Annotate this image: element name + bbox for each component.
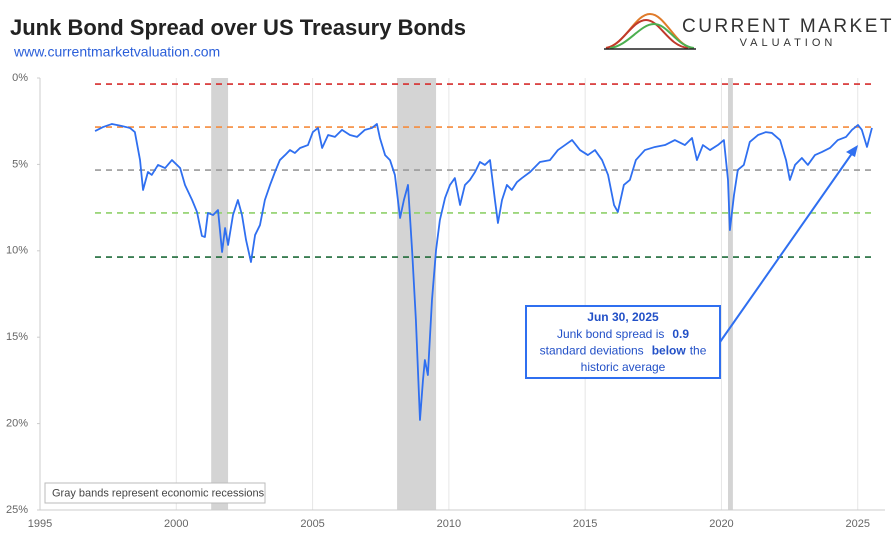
- arrow-head: [846, 145, 858, 157]
- y-tick-label: 5%: [12, 158, 28, 170]
- logo: CURRENT MARKET VALUATION: [604, 12, 894, 50]
- y-tick-label: 20%: [6, 418, 28, 430]
- annotation-title: Jun 30, 2025: [587, 310, 659, 324]
- x-tick-label: 2000: [164, 518, 188, 530]
- note-box: [44, 482, 266, 504]
- chart-title: Junk Bond Spread over US Treasury Bonds: [10, 15, 466, 40]
- annotation-text: Junk bond spread is 0.9: [557, 327, 689, 341]
- annotation-segment: 0.9: [672, 327, 689, 341]
- plot-area: 1995 2000 2005 2010 2015 2020 2025 0% 5% 10% 15% 20…: [6, 72, 885, 530]
- recession-band: [727, 78, 733, 510]
- annotation-arrow: [719, 151, 854, 343]
- annotation-text: standard deviations below the: [540, 344, 707, 358]
- x-tick-label: 2020: [709, 518, 733, 530]
- y-tick-label: 0%: [12, 72, 28, 84]
- x-tick-label: 2005: [300, 518, 324, 530]
- recession-note: Gray bands represent economic recessions: [52, 487, 265, 499]
- y-tick-label: 10%: [6, 245, 28, 257]
- logo-text: CURRENT MARKET: [682, 16, 894, 37]
- y-tick-label: 15%: [6, 331, 28, 343]
- annotation-text: historic average: [581, 360, 666, 374]
- spread-line: [94, 123, 873, 421]
- annotation-segment: the: [690, 344, 707, 358]
- x-tick-label: 1995: [28, 518, 52, 530]
- annotation-segment: Junk bond spread is: [557, 327, 664, 341]
- annotation: Jun 30, 2025 Junk bond spread is 0.9 stand…: [525, 145, 858, 379]
- x-tick-label: 2025: [845, 518, 869, 530]
- y-tick-label: 25%: [6, 504, 28, 516]
- annotation-segment: below: [652, 344, 687, 358]
- logo-text: VALUATION: [740, 37, 837, 49]
- recession-band: [397, 78, 437, 510]
- annotation-segment: historic average: [581, 360, 666, 374]
- annotation-segment: standard deviations: [540, 344, 644, 358]
- recession-band: [211, 78, 229, 510]
- annotation-box: [525, 305, 721, 379]
- x-tick-label: 2015: [573, 518, 597, 530]
- chart-subtitle: www.currentmarketvaluation.com: [13, 44, 220, 60]
- x-tick-label: 2010: [437, 518, 461, 530]
